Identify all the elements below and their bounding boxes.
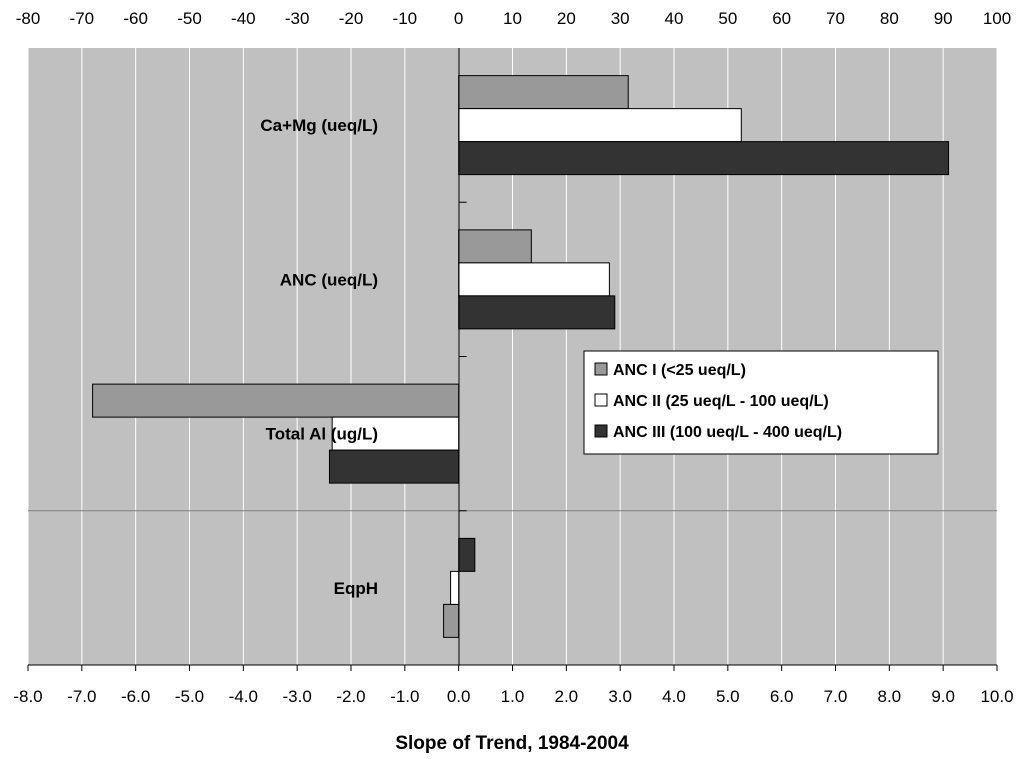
- top-axis-tick-label: 20: [557, 9, 576, 28]
- top-axis-tick-label: -10: [393, 9, 418, 28]
- bottom-axis: -8.0 -7.0 -6.0 -5.0 -4.0 -3.0 -2.0 -1.0 0.0 1.0 2.…: [13, 665, 1014, 706]
- legend-swatch: [594, 362, 608, 376]
- x-axis-title: Slope of Trend, 1984-2004: [395, 733, 629, 754]
- top-axis-tick-label: -30: [285, 9, 310, 28]
- bottom-axis-tick-label: 2.0: [555, 687, 579, 706]
- bar: [458, 262, 610, 297]
- bar: [458, 537, 476, 572]
- bottom-axis-tick-label: 6.0: [770, 687, 794, 706]
- top-axis-tick-label: -70: [70, 9, 95, 28]
- top-axis: -80 -70 -60 -50 -40 -30 -20 -10 0 10 20 30 40 50 60 70 8…: [16, 9, 1011, 28]
- top-axis-tick-label: 70: [826, 9, 845, 28]
- bar: [331, 416, 460, 451]
- bottom-axis-tick-label: -7.0: [67, 687, 96, 706]
- bottom-axis-tick-label: 8.0: [878, 687, 902, 706]
- top-axis-tick-label: 80: [880, 9, 899, 28]
- bars: [92, 75, 950, 638]
- top-axis-tick-label: 0: [454, 9, 463, 28]
- bottom-axis-tick-label: -3.0: [283, 687, 312, 706]
- legend-swatch: [594, 424, 608, 438]
- zero-axis-ticks: [458, 201, 467, 512]
- bar: [458, 229, 532, 264]
- bottom-axis-tick-label: 1.0: [501, 687, 525, 706]
- top-axis-tick-label: 100: [983, 9, 1011, 28]
- bottom-axis-tick-label: -6.0: [121, 687, 150, 706]
- category-label: Ca+Mg (ueq/L): [260, 116, 378, 135]
- legend-swatch: [594, 393, 608, 407]
- legend-label: ANC III (100 ueq/L - 400 ueq/L): [613, 424, 842, 441]
- top-axis-tick-label: -80: [16, 9, 41, 28]
- top-axis-tick-label: -20: [339, 9, 364, 28]
- legend-box: [583, 350, 939, 455]
- bar: [458, 75, 629, 110]
- bottom-axis-tick-label: -2.0: [336, 687, 365, 706]
- bar: [458, 141, 950, 176]
- bar: [328, 449, 460, 484]
- top-axis-tick-label: 50: [718, 9, 737, 28]
- top-axis-tick-label: -40: [231, 9, 256, 28]
- top-axis-tick-label: 10: [503, 9, 522, 28]
- top-axis-tick-label: 60: [772, 9, 791, 28]
- bottom-axis-tick-label: 9.0: [931, 687, 955, 706]
- bottom-axis-tick-label: 5.0: [716, 687, 740, 706]
- legend-label: ANC I (<25 ueq/L): [613, 362, 746, 379]
- top-axis-tick-label: 90: [934, 9, 953, 28]
- bottom-axis-tick-label: 10.0: [980, 687, 1013, 706]
- legend: ANC I (<25 ueq/L) ANC II (25 ueq/L - 100 …: [583, 350, 939, 455]
- top-axis-tick-label: -60: [123, 9, 148, 28]
- bar: [458, 108, 742, 143]
- bar: [92, 383, 460, 418]
- category-label: EqpH: [334, 579, 378, 598]
- bottom-axis-tick-label: 3.0: [608, 687, 632, 706]
- bottom-axis-tick-label: 0.0: [447, 687, 471, 706]
- bottom-axis-tick-label: -1.0: [390, 687, 419, 706]
- bar: [458, 295, 616, 330]
- top-axis-tick-label: 40: [665, 9, 684, 28]
- category-labels: Ca+Mg (ueq/L) ANC (ueq/L) Total Al (ug/L) E…: [260, 116, 378, 598]
- bar: [443, 603, 460, 638]
- category-label: ANC (ueq/L): [280, 270, 378, 289]
- bottom-axis-tick-label: -4.0: [229, 687, 258, 706]
- bottom-axis-tick-label: 4.0: [662, 687, 686, 706]
- legend-label: ANC II (25 ueq/L - 100 ueq/L): [613, 393, 829, 410]
- bar: [450, 570, 460, 605]
- category-label: Total Al (ug/L): [266, 425, 378, 444]
- top-axis-tick-label: 30: [611, 9, 630, 28]
- bottom-axis-tick-label: -5.0: [175, 687, 204, 706]
- bottom-axis-tick-label: -8.0: [13, 687, 42, 706]
- bottom-axis-tick-label: 7.0: [824, 687, 848, 706]
- top-axis-tick-label: -50: [177, 9, 202, 28]
